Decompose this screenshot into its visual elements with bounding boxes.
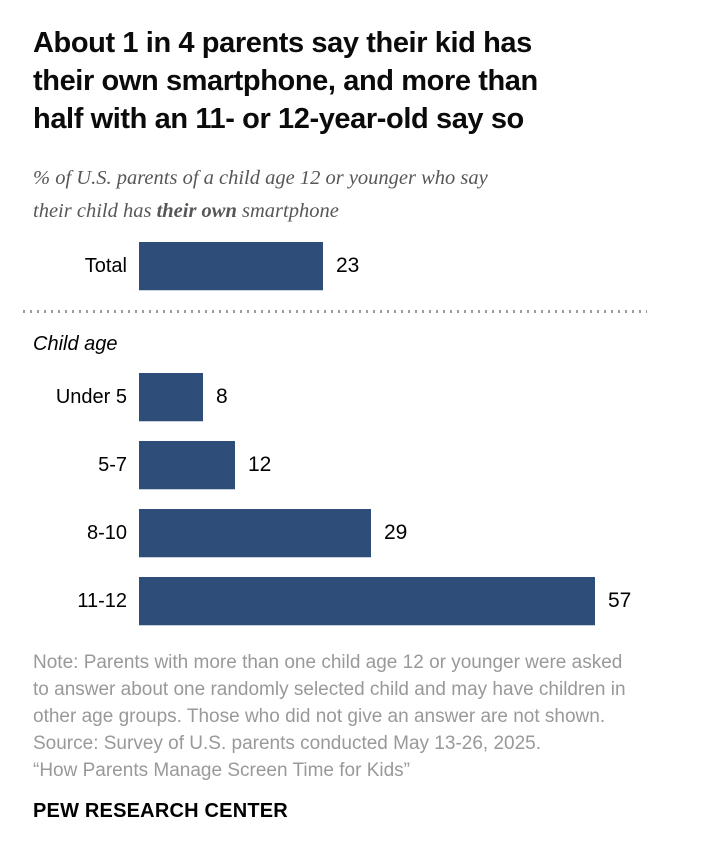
bar-chart: Total 23 Child age Under 5 8 5-7 12 8-10 29 11-12… bbox=[23, 242, 680, 625]
section-label: Child age bbox=[33, 333, 118, 355]
chart-title-line-2: their own smartphone, and more than bbox=[33, 65, 538, 97]
chart-title: About 1 in 4 parents say their kid has t… bbox=[33, 24, 680, 138]
value-label: 12 bbox=[248, 453, 272, 476]
bar-row: Under 5 8 bbox=[33, 373, 680, 421]
chart-source: Source: Survey of U.S. parents conducted… bbox=[33, 733, 542, 754]
value-label: 29 bbox=[384, 521, 408, 544]
bar bbox=[139, 441, 235, 489]
dotted-divider bbox=[23, 310, 647, 313]
bar bbox=[139, 577, 595, 625]
category-label: Under 5 bbox=[55, 385, 127, 408]
chart-subtitle-line-2-prefix: their child has bbox=[33, 200, 157, 222]
chart-note: Note: Parents with more than one child a… bbox=[33, 652, 626, 727]
chart-title-line-3: half with an 11- or 12-year-old say so bbox=[33, 103, 524, 135]
category-label: 5-7 bbox=[98, 453, 127, 476]
bar bbox=[139, 509, 371, 557]
bar-row: Total 23 bbox=[33, 242, 680, 290]
bar-row: 11-12 57 bbox=[33, 577, 680, 625]
bar-row: 5-7 12 bbox=[33, 441, 680, 489]
value-label: 23 bbox=[336, 254, 360, 277]
bar-row: 8-10 29 bbox=[33, 509, 680, 557]
chart-subtitle: % of U.S. parents of a child age 12 or y… bbox=[33, 162, 680, 228]
chart-subtitle-line-2-suffix: smartphone bbox=[236, 200, 339, 222]
value-label: 8 bbox=[216, 385, 228, 408]
bar bbox=[139, 373, 203, 421]
category-label: 8-10 bbox=[86, 521, 127, 544]
category-label: Total bbox=[84, 254, 127, 277]
chart-subtitle-emphasis: their own bbox=[156, 200, 237, 222]
chart-title-line-1: About 1 in 4 parents say their kid has bbox=[33, 27, 532, 59]
chart-subtitle-line-1: % of U.S. parents of a child age 12 or y… bbox=[33, 167, 488, 189]
bar bbox=[139, 242, 323, 290]
category-label: 11-12 bbox=[77, 589, 127, 612]
value-label: 57 bbox=[608, 589, 632, 612]
chart-report-title: “How Parents Manage Screen Time for Kids… bbox=[33, 760, 410, 781]
pew-research-center-wordmark: PEW RESEARCH CENTER bbox=[33, 800, 288, 822]
